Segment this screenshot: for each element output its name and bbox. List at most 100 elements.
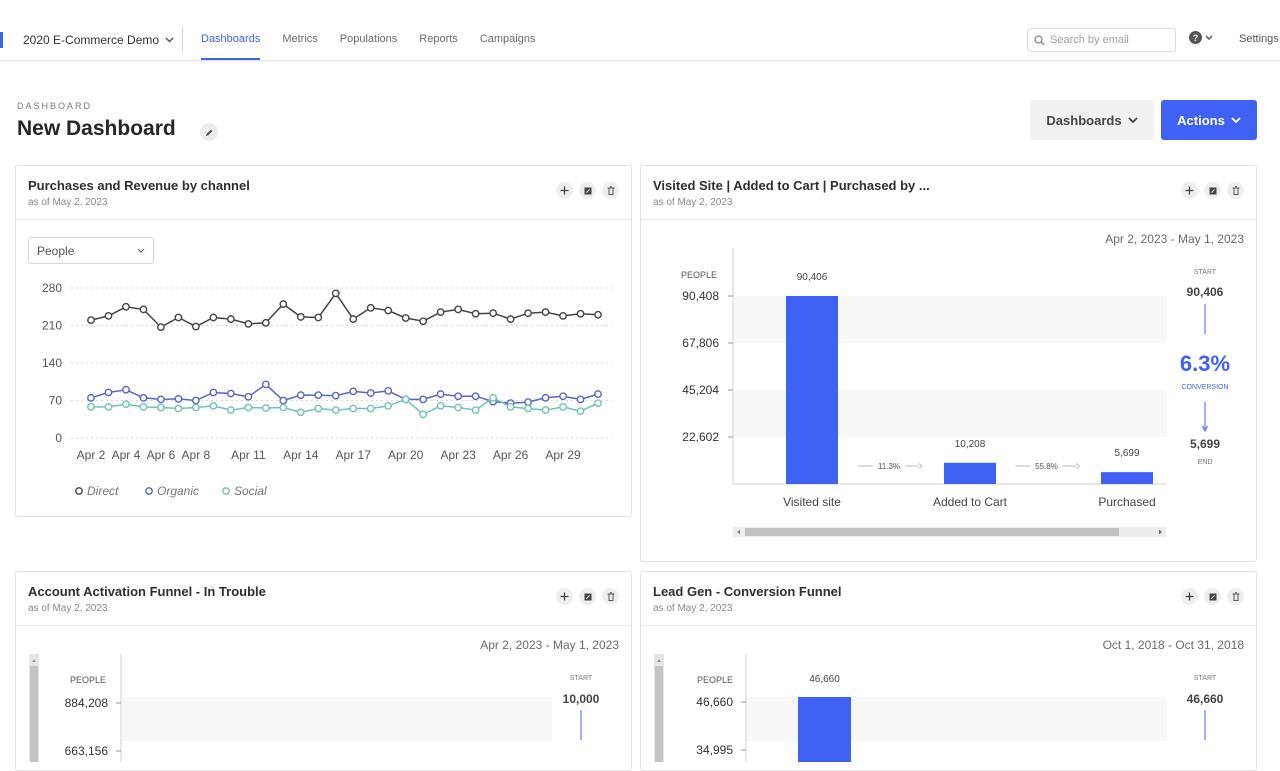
x-tick-label: Apr 6 xyxy=(147,448,176,462)
data-point xyxy=(524,398,532,407)
x-tick-label: Apr 26 xyxy=(493,448,529,462)
scroll-up-icon[interactable] xyxy=(657,659,661,662)
x-tick-label: Apr 29 xyxy=(545,448,581,462)
people-label: PEOPLE xyxy=(697,675,733,685)
data-point xyxy=(87,316,95,325)
data-point xyxy=(489,393,498,402)
expand-icon xyxy=(1209,187,1216,194)
expand-card-button[interactable] xyxy=(1204,588,1221,605)
x-tick-label: Apr 4 xyxy=(112,448,141,462)
data-point xyxy=(366,303,375,312)
x-tick-label: Apr 11 xyxy=(231,448,266,462)
horizontal-scrollbar-thumb[interactable] xyxy=(745,528,1119,536)
delete-card-button[interactable] xyxy=(602,588,619,605)
category-label: Visited site xyxy=(783,495,841,509)
delete-card-button[interactable] xyxy=(1227,182,1244,199)
data-point xyxy=(506,403,515,411)
legend-label: Organic xyxy=(157,484,199,498)
data-point xyxy=(331,391,340,400)
move-card-button[interactable] xyxy=(1181,182,1198,199)
actions-dropdown-button[interactable]: Actions xyxy=(1161,100,1257,140)
dashboards-dropdown-button[interactable]: Dashboards xyxy=(1030,100,1154,140)
delete-card-button[interactable] xyxy=(1227,588,1244,605)
nav-tab-reports[interactable]: Reports xyxy=(419,33,458,45)
data-point xyxy=(157,323,165,332)
card-subtitle: as of May 2, 2023 xyxy=(28,603,108,614)
funnel-bar[interactable] xyxy=(1101,472,1153,484)
scroll-up-icon[interactable] xyxy=(32,659,36,662)
help-icon: ? xyxy=(1189,31,1202,44)
bar-value-label: 10,208 xyxy=(955,439,986,450)
project-selector[interactable]: 2020 E-Commerce Demo xyxy=(23,33,174,47)
data-point xyxy=(349,387,358,396)
people-label: PEOPLE xyxy=(70,675,106,685)
data-point xyxy=(541,308,550,317)
data-point xyxy=(209,313,218,322)
data-point xyxy=(226,315,235,323)
card-tools xyxy=(556,182,619,199)
card-tools xyxy=(1181,182,1244,199)
page-eyebrow: DASHBOARD xyxy=(17,101,93,111)
vertical-scrollbar-thumb[interactable] xyxy=(655,666,663,762)
conversion-rate: 6.3% xyxy=(1180,351,1230,376)
y-tick-label: 34,995 xyxy=(696,743,733,757)
edit-title-button[interactable] xyxy=(200,123,218,141)
funnel-bar[interactable] xyxy=(786,296,838,484)
metric-select[interactable]: People xyxy=(28,237,154,264)
data-point xyxy=(104,311,113,320)
data-point xyxy=(87,393,95,402)
card-subtitle: as of May 2, 2023 xyxy=(653,197,733,208)
data-point xyxy=(157,403,165,412)
nav-tab-populations[interactable]: Populations xyxy=(339,33,398,45)
expand-card-button[interactable] xyxy=(1204,182,1221,199)
data-point xyxy=(489,309,498,318)
data-point xyxy=(226,389,235,398)
search-box[interactable] xyxy=(1027,28,1176,52)
nav-tab-campaigns[interactable]: Campaigns xyxy=(479,33,536,45)
data-point xyxy=(191,396,200,405)
settings-link[interactable]: Settings xyxy=(1239,33,1279,45)
data-point xyxy=(454,305,463,314)
y-tick-label: 210 xyxy=(42,319,62,333)
data-point xyxy=(559,403,567,411)
vertical-scrollbar-thumb[interactable] xyxy=(30,666,38,762)
metric-select-value: People xyxy=(37,243,75,258)
chevron-down-icon xyxy=(1127,117,1138,123)
data-point xyxy=(261,404,270,412)
x-tick-label: Apr 8 xyxy=(182,448,211,462)
nav-divider xyxy=(182,27,183,51)
delete-card-button[interactable] xyxy=(602,182,619,199)
data-point xyxy=(261,380,270,389)
move-card-button[interactable] xyxy=(556,182,573,199)
category-label: Purchased xyxy=(1098,495,1155,509)
data-point xyxy=(279,300,288,308)
expand-icon xyxy=(1209,593,1216,600)
end-label: END xyxy=(1198,459,1213,466)
nav-tab-metrics[interactable]: Metrics xyxy=(282,33,318,45)
category-label: Added to Cart xyxy=(933,495,1008,509)
help-menu[interactable]: ? xyxy=(1189,31,1213,44)
data-point xyxy=(436,401,445,410)
card-visited-funnel: Visited Site | Added to Cart | Purchased… xyxy=(640,165,1257,562)
expand-card-button[interactable] xyxy=(579,588,596,605)
move-card-button[interactable] xyxy=(556,588,573,605)
nav-tab-dashboards[interactable]: Dashboards xyxy=(201,33,261,60)
y-tick-label: 90,408 xyxy=(682,289,719,303)
data-point xyxy=(174,313,183,322)
expand-card-button[interactable] xyxy=(579,182,596,199)
data-point xyxy=(384,401,393,410)
funnel-bar[interactable] xyxy=(944,462,996,484)
data-point xyxy=(296,313,305,321)
data-point xyxy=(191,322,200,331)
move-card-button[interactable] xyxy=(1181,588,1198,605)
start-value: 46,660 xyxy=(1187,692,1224,706)
data-point xyxy=(209,401,218,410)
funnel-bar[interactable] xyxy=(798,697,851,762)
move-icon xyxy=(560,186,569,195)
search-input[interactable] xyxy=(1050,34,1168,46)
data-point xyxy=(122,385,130,394)
data-point xyxy=(314,404,323,413)
legend-label: Direct xyxy=(87,484,119,498)
data-point xyxy=(559,392,567,401)
move-icon xyxy=(560,592,569,601)
